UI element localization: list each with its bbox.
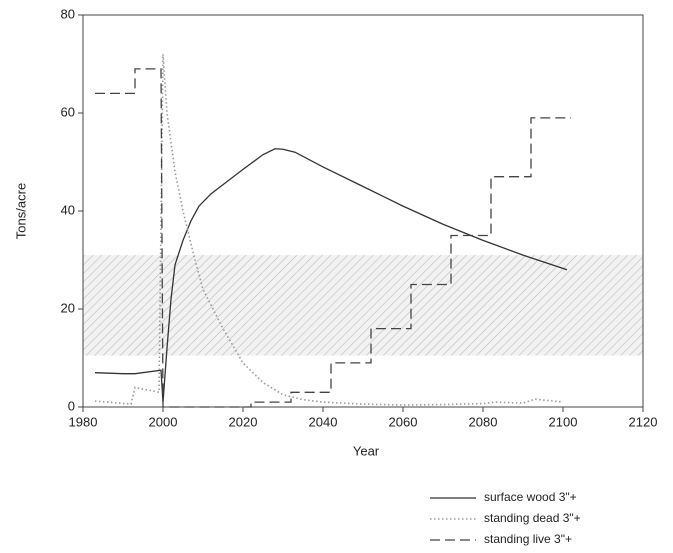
series-line [94, 54, 564, 406]
x-tick-label: 2000 [149, 414, 178, 429]
x-tick-label: 2020 [229, 414, 258, 429]
y-tick-label: 60 [61, 104, 75, 119]
shaded-range [83, 255, 643, 356]
legend-label: standing dead 3"+ [484, 511, 581, 525]
y-tick-label: 80 [61, 6, 75, 21]
series-line [95, 68, 571, 408]
x-tick-label: 2120 [629, 414, 658, 429]
y-axis-label: Tons/acre [13, 183, 28, 239]
y-tick-label: 20 [61, 300, 75, 315]
x-tick-label: 1980 [69, 414, 98, 429]
legend-label: surface wood 3"+ [484, 490, 577, 504]
x-tick-label: 2080 [469, 414, 498, 429]
x-tick-label: 2100 [549, 414, 578, 429]
x-axis-label: Year [353, 443, 380, 458]
x-tick-label: 2040 [309, 414, 338, 429]
legend-label: standing live 3"+ [484, 532, 572, 546]
y-tick-label: 40 [61, 202, 75, 217]
x-tick-label: 2060 [389, 414, 418, 429]
y-tick-label: 0 [68, 398, 75, 413]
